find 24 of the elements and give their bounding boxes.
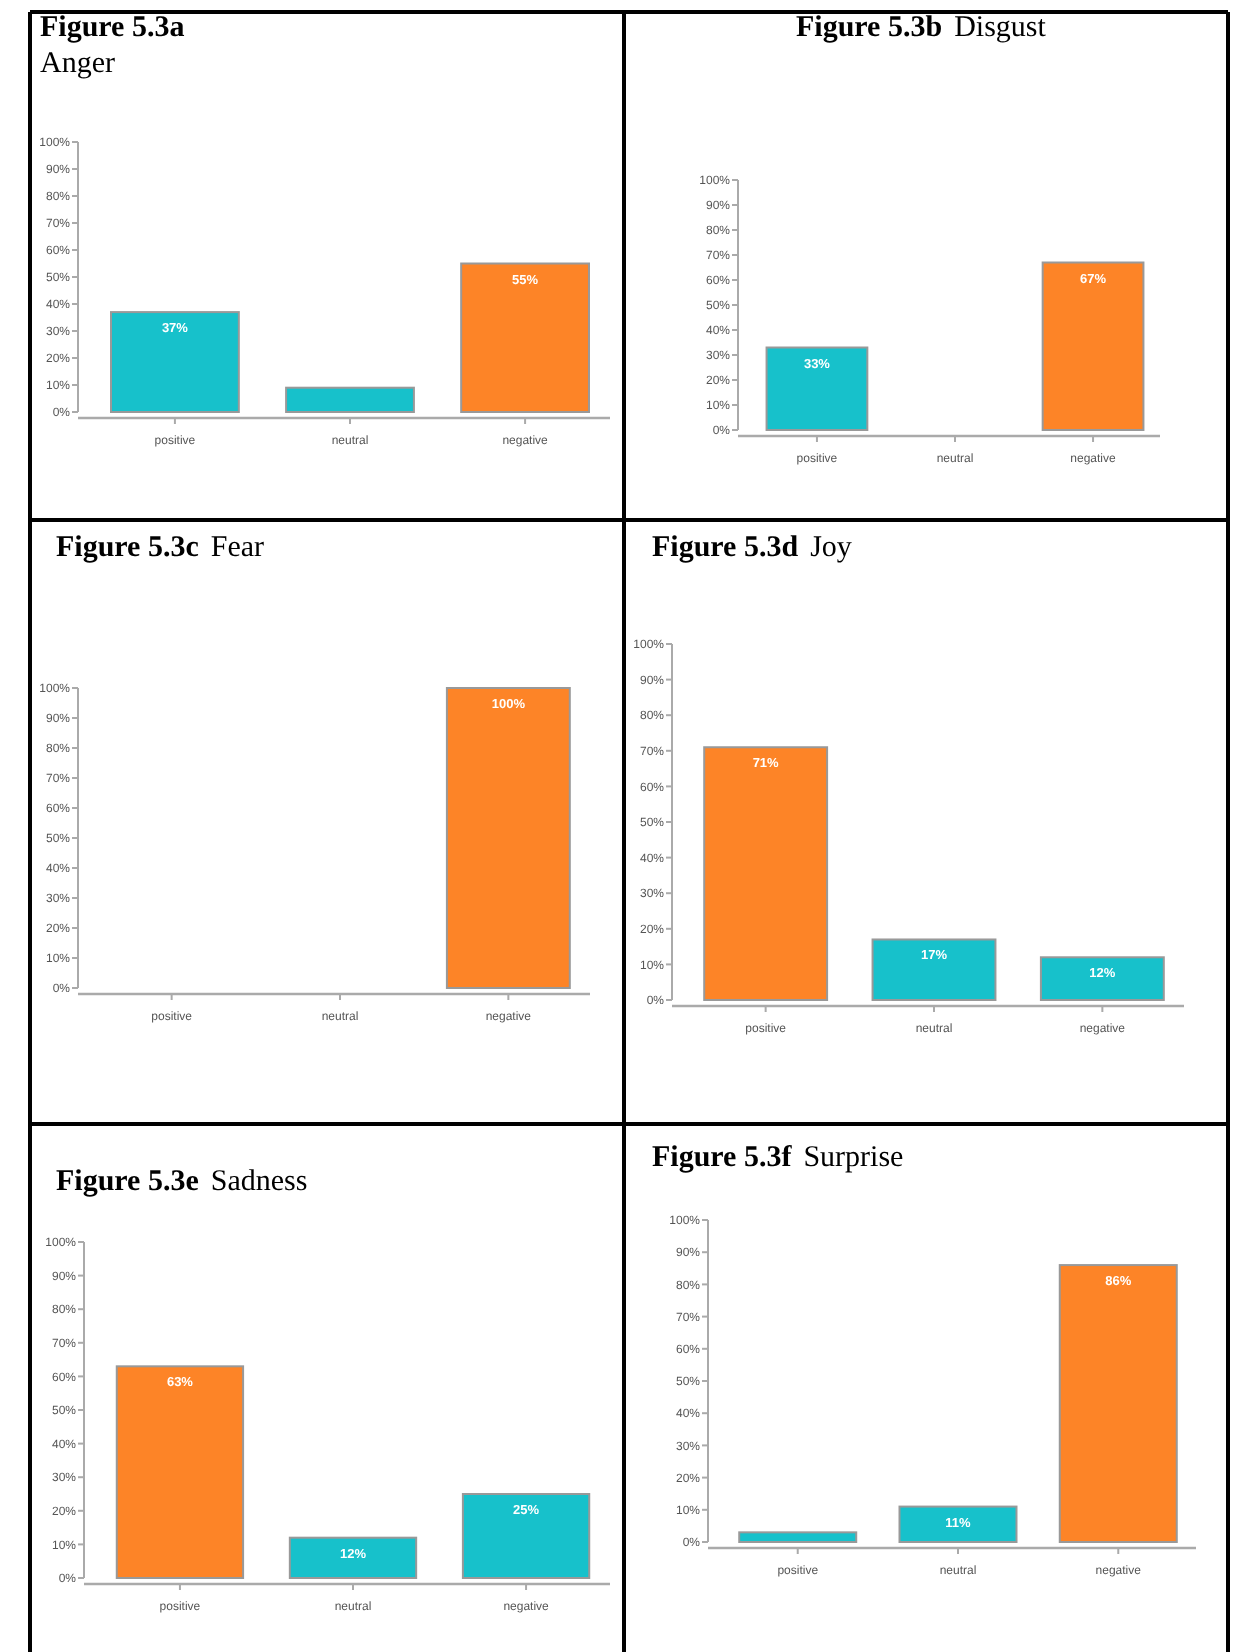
bar <box>1058 1264 1178 1543</box>
bar <box>461 1493 591 1579</box>
chart-subtitle: Surprise <box>803 1142 905 1174</box>
chart-subtitle: Joy <box>810 532 853 564</box>
bar <box>871 938 997 1001</box>
bar <box>898 1505 1018 1543</box>
chart-title: Figure 5.3f <box>652 1142 794 1174</box>
bar <box>115 1365 245 1579</box>
chart-subtitle: Sadness <box>210 1166 308 1198</box>
chart-title: Figure 5.3c <box>56 532 200 564</box>
chart-subtitle: Disgust <box>954 12 1048 44</box>
chart-title: Figure 5.3d <box>652 532 800 564</box>
chart-subtitle: Fear <box>210 532 265 564</box>
bar <box>1039 956 1165 1001</box>
bar <box>738 1531 858 1543</box>
bar <box>288 1536 418 1579</box>
bar <box>460 262 590 413</box>
bar <box>110 311 240 413</box>
chart-title: Figure 5.3e <box>56 1166 200 1198</box>
bar <box>285 386 415 413</box>
chart-title: Figure 5.3a <box>40 12 186 44</box>
bar <box>703 746 829 1001</box>
chart-title: Figure 5.3b <box>796 12 943 44</box>
chart-subtitle: Anger <box>40 48 115 80</box>
